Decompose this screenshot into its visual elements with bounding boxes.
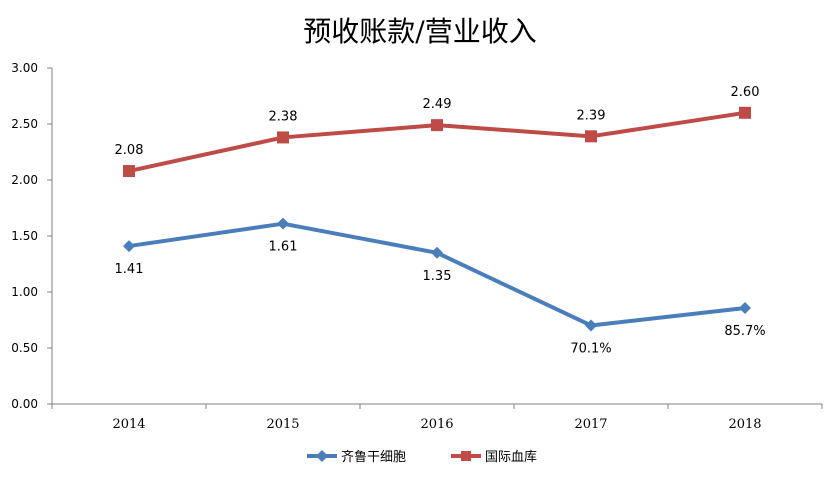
data-point-diamond: [585, 319, 597, 332]
data-point-diamond: [431, 246, 443, 259]
x-tick-label: 2016: [420, 417, 453, 432]
legend: 齐鲁干细胞 国际血库: [307, 449, 537, 465]
legend-marker-diamond: [316, 450, 328, 462]
y-tick-label: 0.00: [11, 397, 38, 411]
legend-marker-square: [461, 451, 471, 461]
y-tick-label: 1.50: [11, 229, 38, 243]
series-2: 2.08 2.38 2.49 2.39 2.60: [115, 85, 760, 178]
y-tick-label: 0.50: [11, 341, 38, 355]
legend-item-2: 国际血库: [451, 449, 537, 465]
data-point-square: [585, 130, 597, 143]
data-point-diamond: [123, 240, 135, 253]
y-tick-label: 1.00: [11, 285, 38, 299]
y-tick-label: 3.00: [11, 61, 38, 75]
y-axis: 0.00 0.50 1.00 1.50 2.00 2.50 3.00: [11, 61, 53, 411]
data-point-diamond: [277, 217, 289, 230]
data-label: 2.49: [423, 97, 452, 112]
series-1: 1.41 1.61 1.35 70.1% 85.7%: [115, 217, 766, 356]
series-layer: 1.411.611.3570.1%85.7%2.082.382.492.392.…: [115, 85, 766, 357]
data-point-square: [277, 131, 289, 144]
x-axis: 2014 2015 2016 2017 2018: [51, 403, 823, 432]
data-label: 2.39: [577, 108, 606, 123]
data-point-square: [739, 106, 751, 119]
legend-item-1: 齐鲁干细胞: [307, 449, 406, 465]
data-label: 70.1%: [570, 341, 611, 356]
data-point-square: [123, 165, 135, 178]
data-point-square: [431, 119, 443, 132]
data-label: 2.60: [731, 85, 760, 100]
data-label: 1.35: [423, 269, 452, 284]
chart-title: 预收账款/营业收入: [303, 15, 537, 48]
data-label: 1.41: [115, 262, 144, 277]
x-tick-label: 2015: [266, 417, 299, 432]
data-label: 85.7%: [724, 324, 765, 339]
y-tick-label: 2.00: [11, 173, 38, 187]
x-tick-label: 2017: [574, 417, 607, 432]
legend-label: 齐鲁干细胞: [341, 449, 406, 465]
data-point-diamond: [739, 302, 751, 315]
y-tick-label: 2.50: [11, 117, 38, 131]
x-tick-label: 2018: [728, 417, 761, 432]
data-label: 1.61: [269, 240, 298, 255]
data-label: 2.08: [115, 143, 144, 158]
legend-label: 国际血库: [485, 449, 537, 465]
data-label: 2.38: [269, 109, 298, 124]
x-tick-label: 2014: [112, 417, 145, 432]
